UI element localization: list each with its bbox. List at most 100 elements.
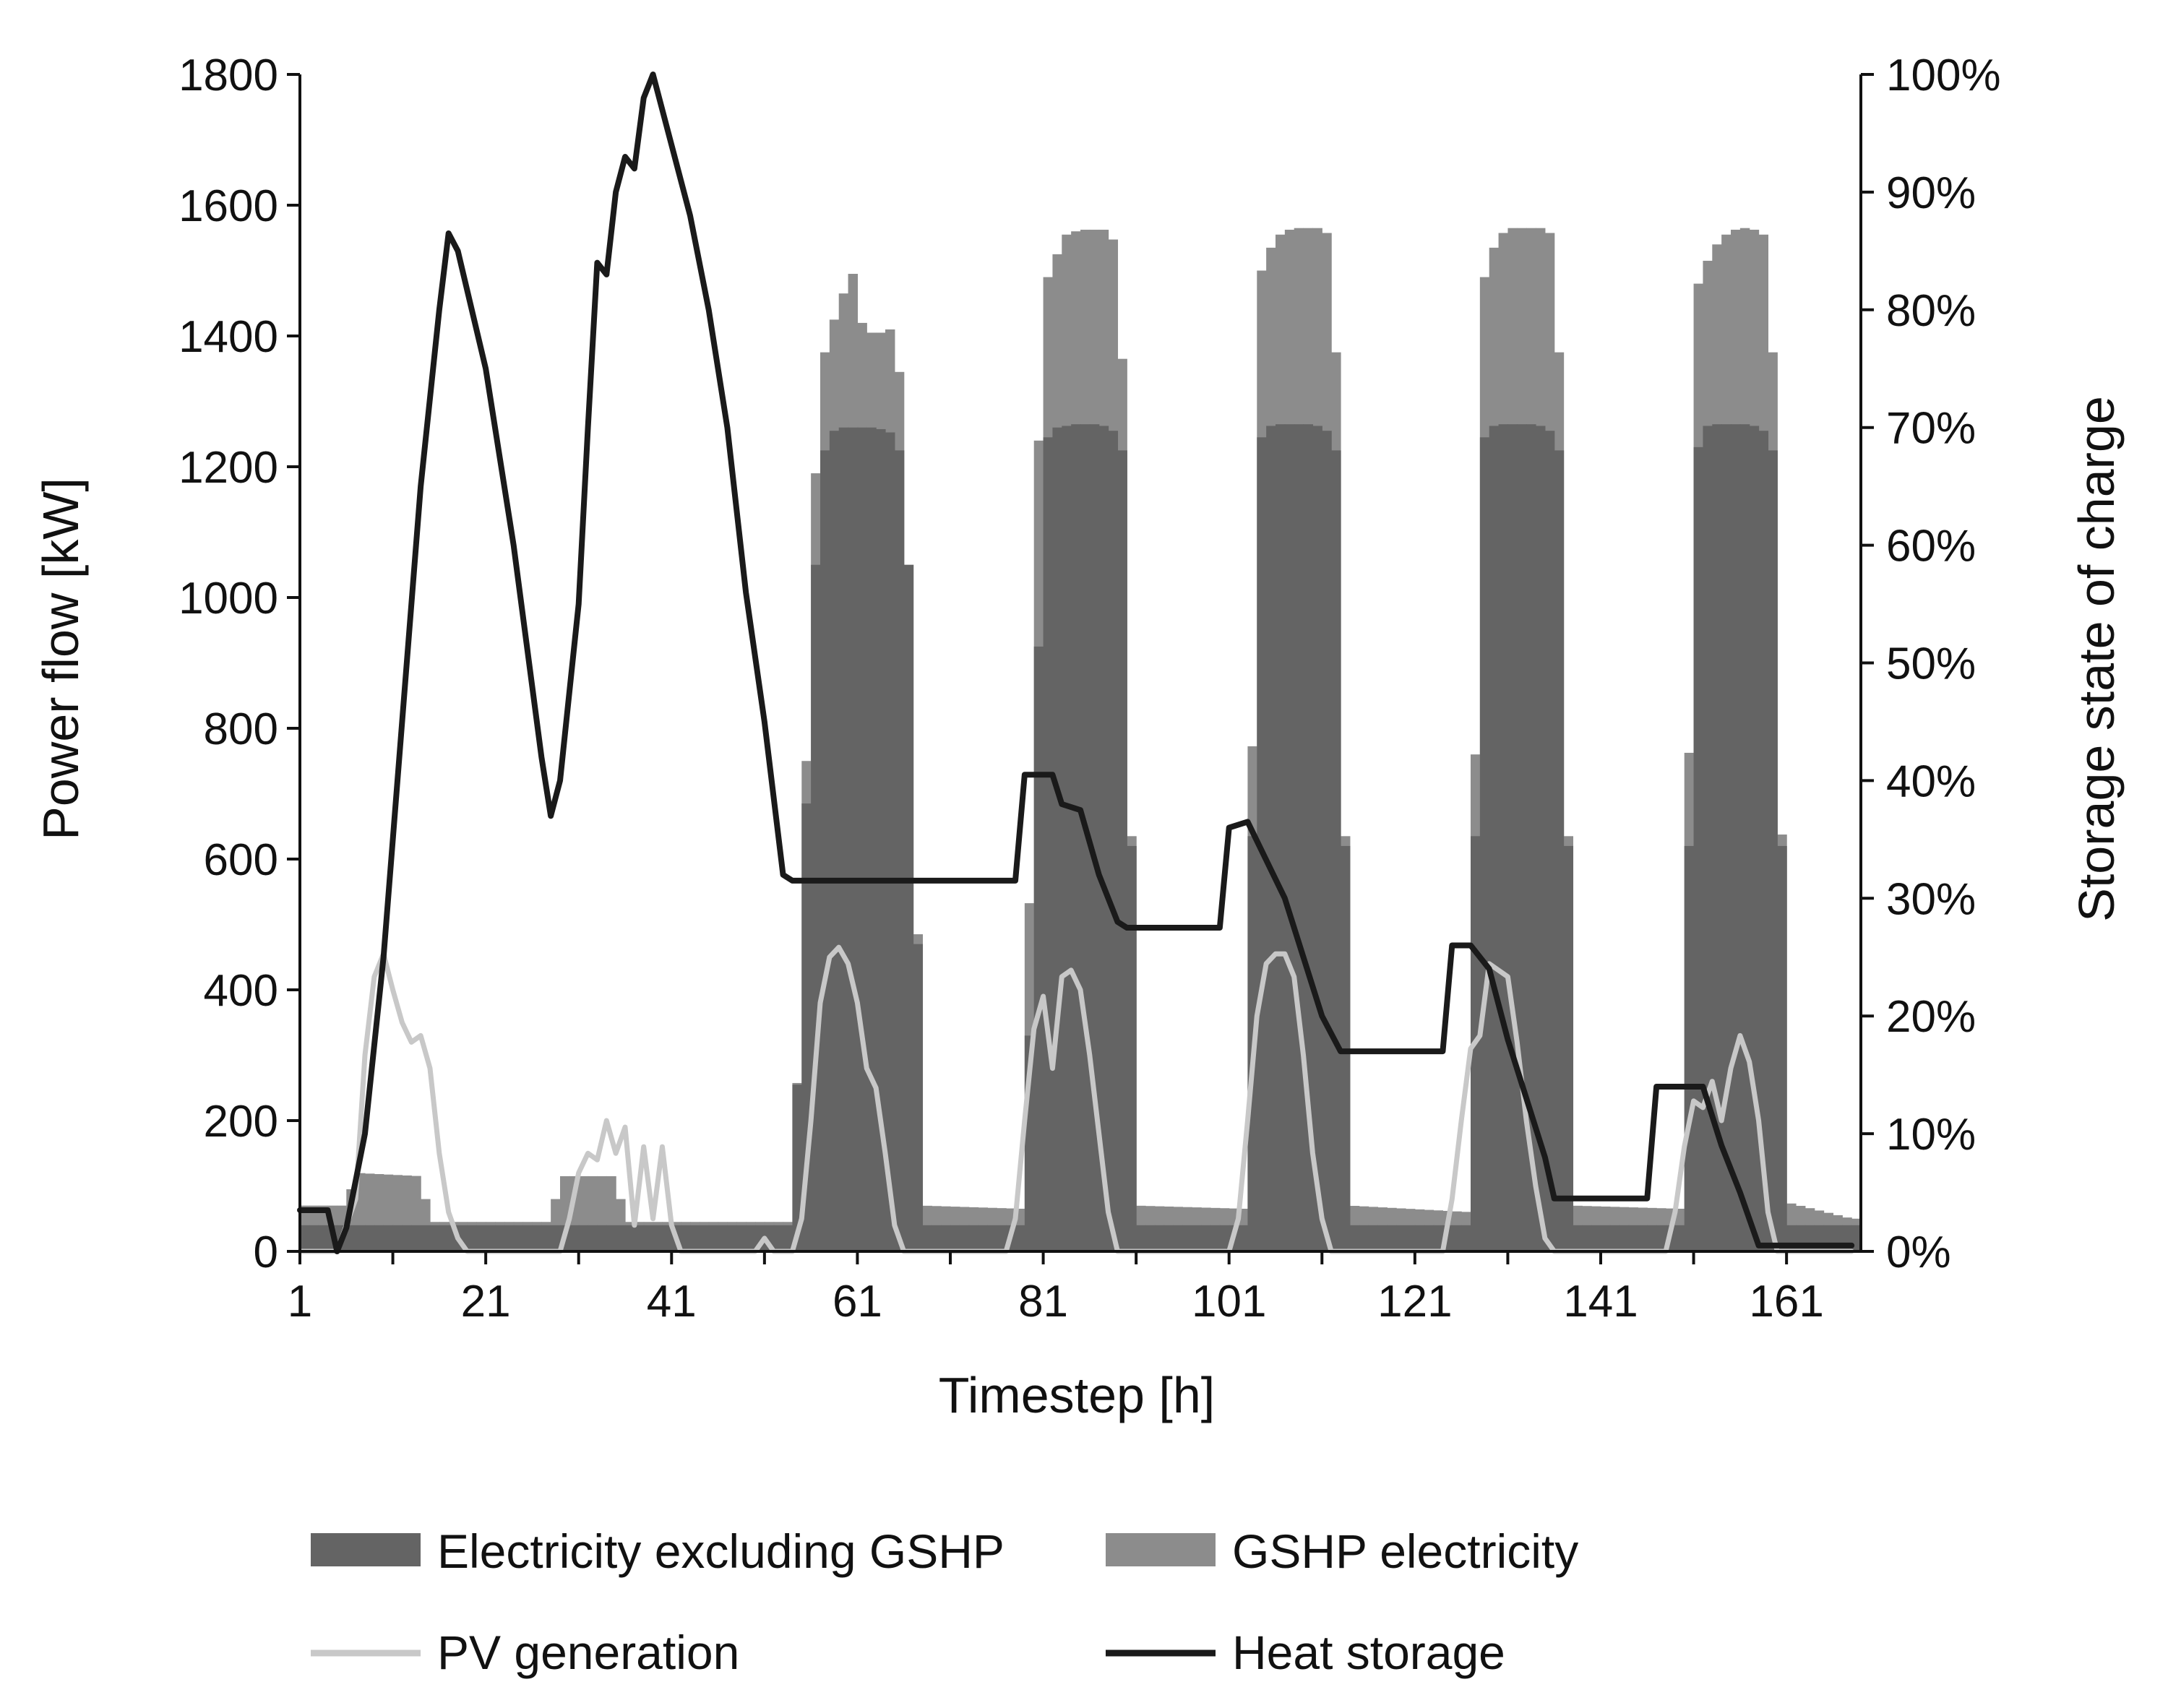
bar bbox=[1210, 1225, 1221, 1251]
bar bbox=[1731, 424, 1741, 1252]
bar bbox=[356, 1225, 366, 1251]
bar bbox=[634, 1225, 645, 1251]
bar bbox=[643, 1225, 654, 1251]
bar bbox=[1276, 424, 1286, 1252]
bar bbox=[708, 1225, 719, 1251]
bar bbox=[495, 1225, 505, 1251]
y2-tick-label: 40% bbox=[1886, 756, 1976, 806]
bar bbox=[727, 1225, 737, 1251]
bar bbox=[1684, 845, 1695, 1251]
bar bbox=[913, 944, 924, 1251]
bar bbox=[1647, 1225, 1657, 1251]
bar bbox=[1628, 1225, 1639, 1251]
bar bbox=[1331, 450, 1341, 1252]
y2-axis-title: Storage state of charge bbox=[2068, 396, 2125, 922]
y-tick-label: 800 bbox=[204, 704, 278, 754]
y-tick-label: 1600 bbox=[178, 181, 278, 231]
x-tick-label: 141 bbox=[1563, 1277, 1638, 1327]
bar bbox=[1303, 424, 1314, 1252]
bar bbox=[616, 1225, 626, 1251]
x-tick-label: 81 bbox=[1018, 1277, 1068, 1327]
bar bbox=[1098, 426, 1109, 1252]
bar bbox=[941, 1225, 951, 1251]
bar bbox=[1043, 437, 1054, 1251]
bar bbox=[1396, 1225, 1406, 1251]
y2-tick-label: 70% bbox=[1886, 404, 1976, 454]
bar bbox=[374, 1225, 384, 1251]
bar bbox=[1312, 426, 1322, 1252]
y2-tick-label: 0% bbox=[1886, 1228, 1951, 1277]
bar bbox=[411, 1225, 421, 1251]
bar bbox=[1544, 431, 1555, 1251]
bar bbox=[1284, 424, 1295, 1252]
bar bbox=[987, 1225, 997, 1251]
bar bbox=[1294, 424, 1304, 1252]
x-tick-label: 161 bbox=[1749, 1277, 1823, 1327]
bar bbox=[1192, 1225, 1202, 1251]
bar bbox=[1768, 450, 1778, 1252]
bar bbox=[1721, 424, 1732, 1252]
bar bbox=[318, 1225, 329, 1251]
pv-generation-line bbox=[297, 944, 1854, 1254]
bar bbox=[402, 1225, 412, 1251]
bar bbox=[783, 1225, 793, 1251]
bar bbox=[1712, 424, 1722, 1252]
bar bbox=[1127, 845, 1137, 1251]
bar bbox=[504, 1225, 515, 1251]
bar bbox=[1117, 450, 1127, 1252]
bar bbox=[365, 1225, 375, 1251]
bar bbox=[383, 1225, 394, 1251]
bar bbox=[569, 1225, 580, 1251]
bar bbox=[662, 1225, 672, 1251]
bar bbox=[1582, 1225, 1592, 1251]
bar bbox=[1536, 426, 1546, 1252]
bar bbox=[1108, 431, 1119, 1251]
y-tick-label: 1000 bbox=[178, 574, 278, 624]
bar bbox=[950, 1225, 960, 1251]
bar bbox=[1033, 646, 1044, 1251]
legend-item: Electricity excluding GSHP bbox=[311, 1524, 1005, 1578]
legend-label: GSHP electricity bbox=[1232, 1524, 1578, 1578]
axes bbox=[287, 73, 1874, 1264]
bar bbox=[792, 1084, 802, 1251]
bar bbox=[848, 427, 859, 1252]
bar bbox=[746, 1225, 756, 1251]
bar bbox=[1377, 1225, 1388, 1251]
bar bbox=[968, 1225, 979, 1251]
bar bbox=[894, 450, 905, 1252]
y-tick-label: 1400 bbox=[178, 312, 278, 362]
bar bbox=[467, 1225, 477, 1251]
x-tick-label: 1 bbox=[288, 1277, 312, 1327]
bar bbox=[1619, 1225, 1630, 1251]
bar bbox=[1266, 426, 1276, 1252]
legend-label: Electricity excluding GSHP bbox=[437, 1524, 1005, 1578]
bar bbox=[1349, 1225, 1360, 1251]
bar bbox=[597, 1225, 607, 1251]
y-tick-label: 0 bbox=[254, 1228, 278, 1277]
bar bbox=[838, 427, 849, 1252]
legend-item: PV generation bbox=[311, 1626, 739, 1679]
bar bbox=[1498, 424, 1509, 1252]
bar bbox=[997, 1225, 1007, 1251]
bar bbox=[1387, 1225, 1397, 1251]
bar bbox=[1322, 431, 1332, 1251]
bar bbox=[903, 564, 914, 1251]
bar bbox=[1554, 450, 1565, 1252]
bar bbox=[1489, 426, 1500, 1252]
bar bbox=[1414, 1225, 1425, 1251]
bar bbox=[829, 431, 840, 1251]
bar bbox=[736, 1225, 747, 1251]
bar bbox=[1563, 845, 1574, 1251]
bar bbox=[1758, 431, 1769, 1251]
bar bbox=[541, 1225, 551, 1251]
bar bbox=[978, 1225, 989, 1251]
x-tick-label: 21 bbox=[461, 1277, 511, 1327]
bar bbox=[1507, 424, 1518, 1252]
bar bbox=[588, 1225, 598, 1251]
legend-item: Heat storage bbox=[1106, 1626, 1505, 1679]
bar bbox=[1062, 426, 1072, 1252]
bar bbox=[430, 1225, 440, 1251]
y2-tick-label: 20% bbox=[1886, 992, 1976, 1042]
bar bbox=[532, 1225, 542, 1251]
legend-swatch bbox=[1106, 1533, 1216, 1566]
